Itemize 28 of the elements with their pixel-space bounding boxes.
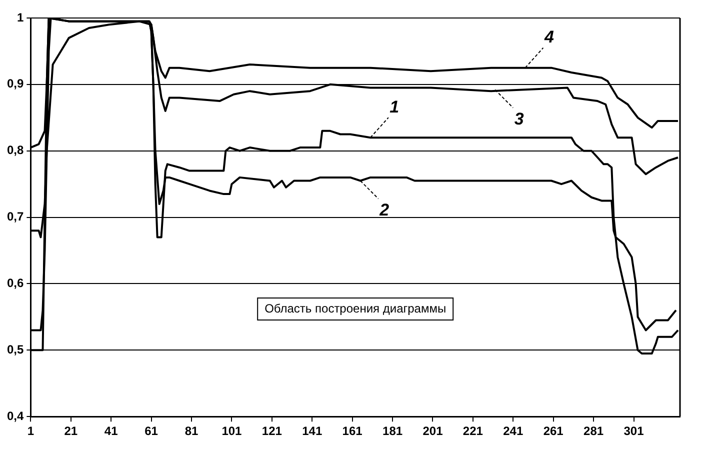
- y-tick-label: 0,6: [6, 276, 24, 290]
- x-tick-label: 261: [543, 424, 564, 438]
- x-tick-label: 161: [342, 424, 363, 438]
- y-tick-label: 0,4: [6, 408, 24, 423]
- x-tick-label: 101: [222, 424, 242, 438]
- annotation: Область построения диаграммы: [264, 301, 446, 316]
- annotation: 1: [390, 97, 400, 116]
- x-tick-label: 121: [262, 424, 282, 438]
- x-tick-label: 201: [422, 424, 444, 438]
- x-tick-label: 241: [503, 424, 524, 438]
- y-tick-label: 0,8: [6, 143, 24, 158]
- x-tick-label: 1: [27, 424, 34, 438]
- y-tick-label: 0,5: [6, 342, 24, 356]
- x-tick-label: 41: [104, 424, 118, 438]
- x-tick-label: 221: [462, 424, 484, 438]
- annotation: 3: [514, 109, 524, 128]
- x-tick-label: 141: [302, 424, 322, 438]
- x-tick-label: 281: [584, 424, 604, 438]
- x-tick-label: 81: [184, 424, 198, 438]
- annotation: 2: [378, 200, 390, 220]
- y-tick-label: 0,7: [6, 210, 24, 224]
- y-tick-label: 0,9: [6, 76, 24, 91]
- annotation: 4: [543, 28, 554, 47]
- x-tick-label: 61: [144, 424, 158, 438]
- x-tick-label: 181: [382, 424, 403, 438]
- y-tick-label: 1: [16, 10, 24, 24]
- x-tick-label: 21: [64, 424, 78, 438]
- x-tick-label: 301: [624, 424, 644, 438]
